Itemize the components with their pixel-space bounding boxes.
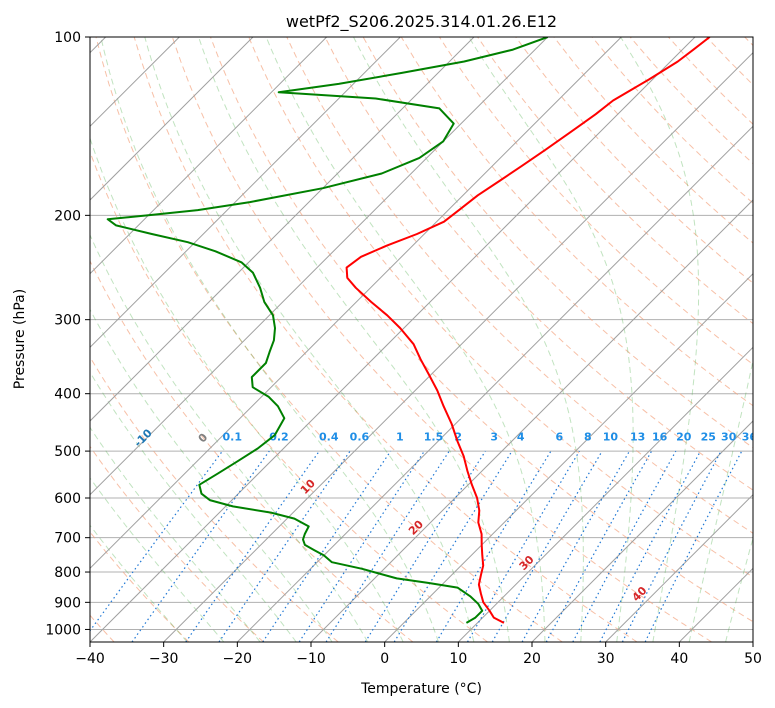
isotherm-line [90, 37, 549, 496]
isotherm-line [90, 37, 475, 422]
dry-adiabat [90, 259, 414, 642]
isotherm-line [236, 125, 753, 642]
mixing-ratio-label: 13 [630, 431, 645, 444]
y-tick-label: 500 [54, 444, 81, 460]
moist-adiabat [90, 371, 297, 642]
isotherm-line [90, 37, 254, 201]
moist-adiabat [198, 37, 510, 642]
isotherm-line [90, 37, 328, 275]
dewpoint-profile [106, 37, 549, 624]
dry-adiabat [515, 37, 753, 284]
x-tick-label: −40 [75, 651, 105, 667]
mixing-ratio-label: 1.5 [424, 431, 444, 444]
x-tick-label: 10 [449, 651, 467, 667]
dry-adiabat [133, 37, 638, 642]
isotherm-line [457, 346, 753, 642]
moist-adiabat [100, 37, 439, 642]
dry-adiabat [248, 37, 753, 578]
y-tick-label: 100 [54, 30, 81, 46]
isotherm-line [90, 37, 696, 642]
y-tick-label: 800 [54, 565, 81, 581]
mixing-ratio-label: 2 [454, 431, 462, 444]
dry-adiabat [90, 445, 264, 642]
moist-adiabat [353, 37, 584, 642]
mixing-ratio-line [364, 450, 486, 642]
moist-adiabat [90, 233, 369, 642]
mixing-ratio-line [298, 450, 425, 642]
dry-adiabat [210, 37, 753, 623]
moist-adiabat [90, 477, 225, 642]
moist-adiabat [725, 536, 753, 642]
x-tick-label: 40 [670, 651, 688, 667]
mixing-ratio-label: 0.2 [269, 431, 289, 444]
y-tick-label: 600 [54, 491, 81, 507]
axes: −40 −30 −20 −10 0 10 20 30 40 5010020030040050060… [45, 30, 762, 667]
mixing-ratio-line [572, 450, 677, 642]
mixing-ratio-line [185, 450, 320, 642]
mixing-ratio-label: 36 [742, 431, 758, 444]
y-axis-label: Pressure (hPa) [12, 289, 28, 389]
moist-adiabat [144, 37, 475, 642]
moist-adiabat [265, 37, 546, 642]
isotherm-line [384, 272, 753, 642]
mixing-ratio-label: 25 [701, 431, 716, 444]
moist-adiabat [90, 136, 404, 642]
mixing-ratio-label: 30 [721, 431, 737, 444]
mixing-ratio-line [325, 450, 450, 642]
mixing-ratio-label: 0.6 [350, 431, 370, 444]
plot-frame [89, 36, 754, 643]
mixing-ratio-label: 16 [652, 431, 668, 444]
x-tick-label: −10 [296, 651, 326, 667]
isotherm-line [605, 493, 753, 642]
dry-adiabat [286, 37, 753, 534]
temperature-profile [345, 37, 711, 624]
y-tick-label: 900 [54, 595, 81, 611]
mixing-ratio-label: 0.4 [319, 431, 339, 444]
x-tick-label: 30 [597, 651, 615, 667]
x-tick-label: −30 [149, 651, 179, 667]
mixing-ratio-label: 4 [517, 431, 525, 444]
mixing-ratio-line [599, 450, 702, 642]
isotherm-line [90, 37, 401, 349]
y-tick-label: 700 [54, 531, 81, 547]
mixing-ratio-label: 8 [584, 431, 592, 444]
moist-adiabat [688, 358, 753, 642]
plot-area: 0.10.20.40.611.52346810131620253036-100-… [90, 37, 758, 642]
y-tick-label: 1000 [45, 622, 81, 638]
isotherm-line [310, 199, 753, 642]
mixing-ratio-label: 1 [396, 431, 404, 444]
dry-adiabat [171, 37, 712, 642]
isotherm-line [531, 420, 753, 642]
x-tick-label: 20 [523, 651, 541, 667]
isotherm-line [163, 51, 753, 642]
chart-title: wetPf2_S206.2025.314.01.26.E12 [286, 12, 557, 32]
mixing-ratio-line [466, 450, 580, 642]
mixing-ratio-label: 3 [490, 431, 498, 444]
y-tick-label: 400 [54, 387, 81, 403]
moist-adiabat [90, 308, 333, 642]
mixing-ratio-label: 6 [556, 431, 564, 444]
moist-adiabat [90, 524, 188, 642]
y-tick-label: 300 [54, 313, 81, 329]
isotherm-line [90, 37, 622, 570]
x-axis-label: Temperature (°C) [360, 681, 482, 697]
x-tick-label: 0 [380, 651, 389, 667]
mixing-ratio-line [393, 450, 513, 642]
x-tick-label: −20 [223, 651, 253, 667]
x-tick-label: 50 [744, 651, 762, 667]
mixing-ratio-line [262, 450, 392, 642]
dry-adiabat [95, 37, 563, 642]
mixing-ratio-label: 0.1 [223, 431, 243, 444]
dry-adiabat [324, 37, 753, 491]
moist-adiabat [620, 37, 700, 642]
mixing-ratio-label: 20 [676, 431, 692, 444]
mixing-ratio-line [218, 450, 351, 642]
moist-adiabat [90, 426, 261, 642]
mixing-ratio-label: 10 [603, 431, 619, 444]
y-tick-label: 200 [54, 208, 81, 224]
